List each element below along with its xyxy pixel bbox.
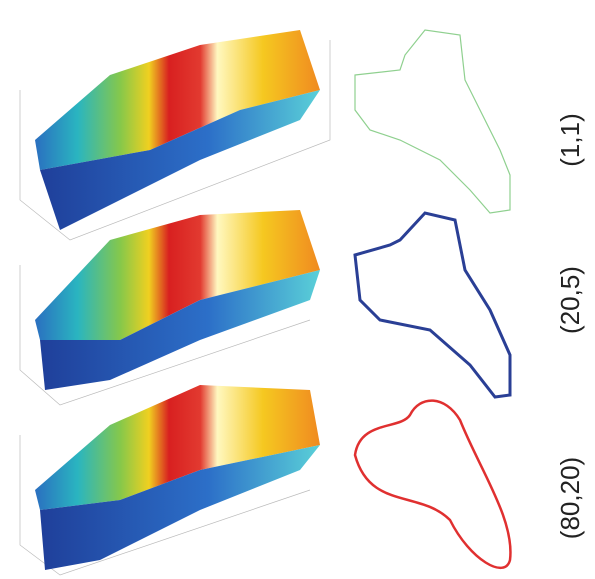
contour-red — [355, 401, 510, 568]
surface-plot-1 — [20, 30, 330, 240]
page: (1,1) (20,5) (80,20) (() => { const data… — [0, 0, 595, 579]
label: (80,20) — [555, 457, 585, 539]
contour-blue — [355, 213, 510, 397]
figure: (1,1) (20,5) (80,20) — [0, 0, 595, 579]
surface-plot-2 — [20, 210, 320, 405]
contour-green — [355, 30, 510, 213]
surface-plot-3 — [20, 385, 320, 575]
label: (1,1) — [555, 113, 585, 166]
label: (20,5) — [555, 266, 585, 334]
